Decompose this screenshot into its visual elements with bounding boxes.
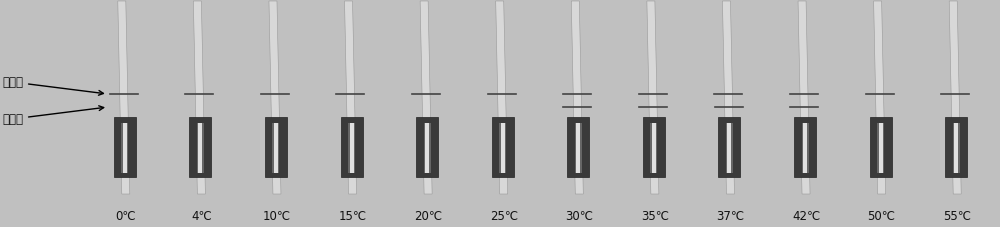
Bar: [272, 123, 279, 173]
Bar: [879, 123, 883, 173]
Bar: [870, 118, 892, 177]
Bar: [499, 123, 506, 173]
Bar: [350, 123, 354, 173]
Text: 35℃: 35℃: [641, 209, 669, 222]
Text: 55℃: 55℃: [943, 209, 971, 222]
Bar: [416, 118, 438, 177]
Bar: [567, 118, 589, 177]
Bar: [123, 123, 127, 173]
Bar: [954, 123, 958, 173]
Bar: [718, 118, 740, 177]
Polygon shape: [949, 2, 961, 194]
Polygon shape: [798, 2, 810, 194]
Text: 15℃: 15℃: [338, 209, 367, 222]
Bar: [198, 123, 202, 173]
Text: 30℃: 30℃: [565, 209, 593, 222]
Bar: [794, 118, 816, 177]
Bar: [650, 123, 657, 173]
Bar: [197, 123, 204, 173]
Bar: [265, 118, 287, 177]
Polygon shape: [118, 2, 130, 194]
Polygon shape: [722, 2, 734, 194]
Bar: [945, 118, 967, 177]
Text: 检测线: 检测线: [2, 106, 104, 126]
Polygon shape: [647, 2, 659, 194]
Bar: [274, 123, 278, 173]
Polygon shape: [345, 2, 357, 194]
Text: 10℃: 10℃: [263, 209, 291, 222]
Text: 50℃: 50℃: [868, 209, 896, 222]
Polygon shape: [193, 2, 205, 194]
Polygon shape: [269, 2, 281, 194]
Bar: [114, 118, 136, 177]
Polygon shape: [496, 2, 508, 194]
Text: 20℃: 20℃: [414, 209, 442, 222]
Bar: [652, 123, 656, 173]
Text: 37℃: 37℃: [716, 209, 745, 222]
Bar: [727, 123, 731, 173]
Text: 4℃: 4℃: [191, 209, 212, 222]
Bar: [953, 123, 960, 173]
Bar: [348, 123, 355, 173]
Text: 0℃: 0℃: [115, 209, 136, 222]
Text: 控制线: 控制线: [2, 76, 103, 96]
Bar: [726, 123, 733, 173]
Polygon shape: [571, 2, 583, 194]
Bar: [425, 123, 429, 173]
Bar: [424, 123, 431, 173]
Polygon shape: [420, 2, 432, 194]
Bar: [121, 123, 128, 173]
Bar: [492, 118, 514, 177]
Polygon shape: [874, 2, 886, 194]
Bar: [877, 123, 884, 173]
Bar: [189, 118, 211, 177]
Text: 25℃: 25℃: [490, 209, 518, 222]
Bar: [576, 123, 580, 173]
Bar: [501, 123, 505, 173]
Bar: [341, 118, 363, 177]
Bar: [803, 123, 807, 173]
Bar: [643, 118, 665, 177]
Bar: [575, 123, 582, 173]
Bar: [802, 123, 809, 173]
Text: 42℃: 42℃: [792, 209, 820, 222]
